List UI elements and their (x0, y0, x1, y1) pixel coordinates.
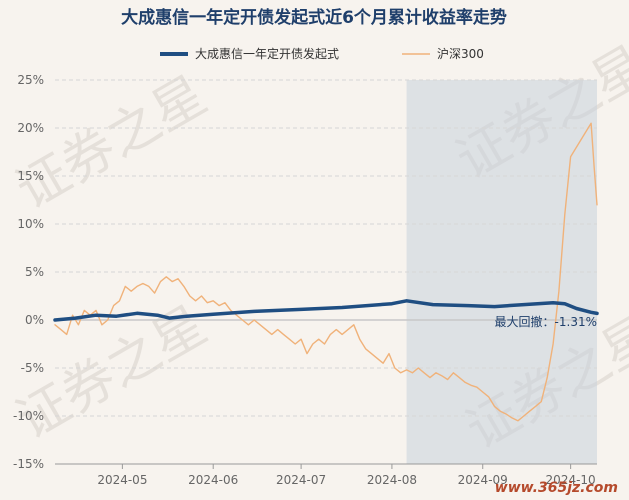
y-tick-label: 5% (25, 265, 44, 279)
plot-area: 25% 20% 15% 10% 5% 0% -5% -10% -15% 2024-05 2024-0… (13, 73, 599, 487)
y-tick-label: -5% (21, 361, 44, 375)
x-tick-label: 2024-05 (97, 473, 147, 487)
legend: 大成惠信一年定开债发起式 沪深300 (160, 46, 484, 61)
y-tick-label: -15% (13, 457, 44, 471)
x-tick-label: 2024-09 (458, 473, 508, 487)
x-tick-label: 2024-06 (188, 473, 238, 487)
series-line-index (54, 122, 598, 422)
site-watermark: www.365jz.com (495, 480, 618, 496)
series-line-fund (53, 299, 599, 322)
x-tick-label: 2024-10 (546, 473, 596, 487)
y-tick-label: 25% (17, 73, 44, 87)
watermark-text: 证券之星 (7, 65, 217, 221)
x-tick-label: 2024-08 (367, 473, 417, 487)
drawdown-shaded-region (406, 80, 597, 464)
y-tick-label: 20% (17, 121, 44, 135)
legend-label-fund: 大成惠信一年定开债发起式 (195, 46, 339, 61)
y-tick-label: -10% (13, 409, 44, 423)
x-tick-label: 2024-07 (276, 473, 326, 487)
y-tick-label: 15% (17, 169, 44, 183)
y-tick-label: 0% (25, 313, 44, 327)
legend-label-index: 沪深300 (437, 47, 484, 61)
chart-title: 大成惠信一年定开债发起式近6个月累计收益率走势 (121, 7, 507, 28)
y-tick-label: 10% (17, 217, 44, 231)
max-drawdown-annotation: 最大回撤：-1.31% (495, 314, 597, 329)
